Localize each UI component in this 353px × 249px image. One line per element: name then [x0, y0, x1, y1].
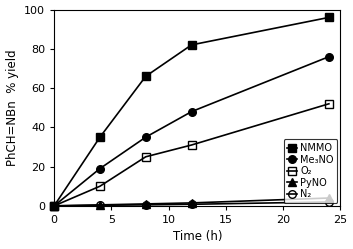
O₂ — [144, 155, 148, 158]
PyNO — [327, 196, 331, 199]
O₂ — [190, 143, 194, 146]
N₂ — [144, 203, 148, 206]
Me₃NO — [190, 110, 194, 113]
NMMO — [98, 136, 102, 139]
NMMO — [144, 75, 148, 78]
Line: Me₃NO: Me₃NO — [50, 53, 333, 210]
N₂ — [190, 203, 194, 206]
Legend: NMMO, Me₃NO, O₂, PyNO, N₂: NMMO, Me₃NO, O₂, PyNO, N₂ — [283, 139, 337, 203]
Y-axis label: PhCH=NBn  % yield: PhCH=NBn % yield — [6, 49, 19, 166]
NMMO — [190, 43, 194, 46]
Me₃NO — [98, 167, 102, 170]
PyNO — [52, 204, 56, 207]
Line: O₂: O₂ — [50, 100, 333, 210]
PyNO — [144, 202, 148, 205]
PyNO — [190, 201, 194, 204]
O₂ — [327, 102, 331, 105]
O₂ — [52, 204, 56, 207]
Line: PyNO: PyNO — [50, 194, 333, 210]
PyNO — [98, 203, 102, 206]
NMMO — [52, 204, 56, 207]
NMMO — [327, 16, 331, 19]
Me₃NO — [144, 136, 148, 139]
Line: NMMO: NMMO — [50, 14, 333, 210]
N₂ — [327, 200, 331, 203]
Me₃NO — [327, 55, 331, 58]
N₂ — [98, 204, 102, 207]
N₂ — [52, 204, 56, 207]
X-axis label: Time (h): Time (h) — [173, 230, 222, 244]
Line: N₂: N₂ — [50, 198, 333, 210]
O₂ — [98, 185, 102, 188]
Me₃NO — [52, 204, 56, 207]
